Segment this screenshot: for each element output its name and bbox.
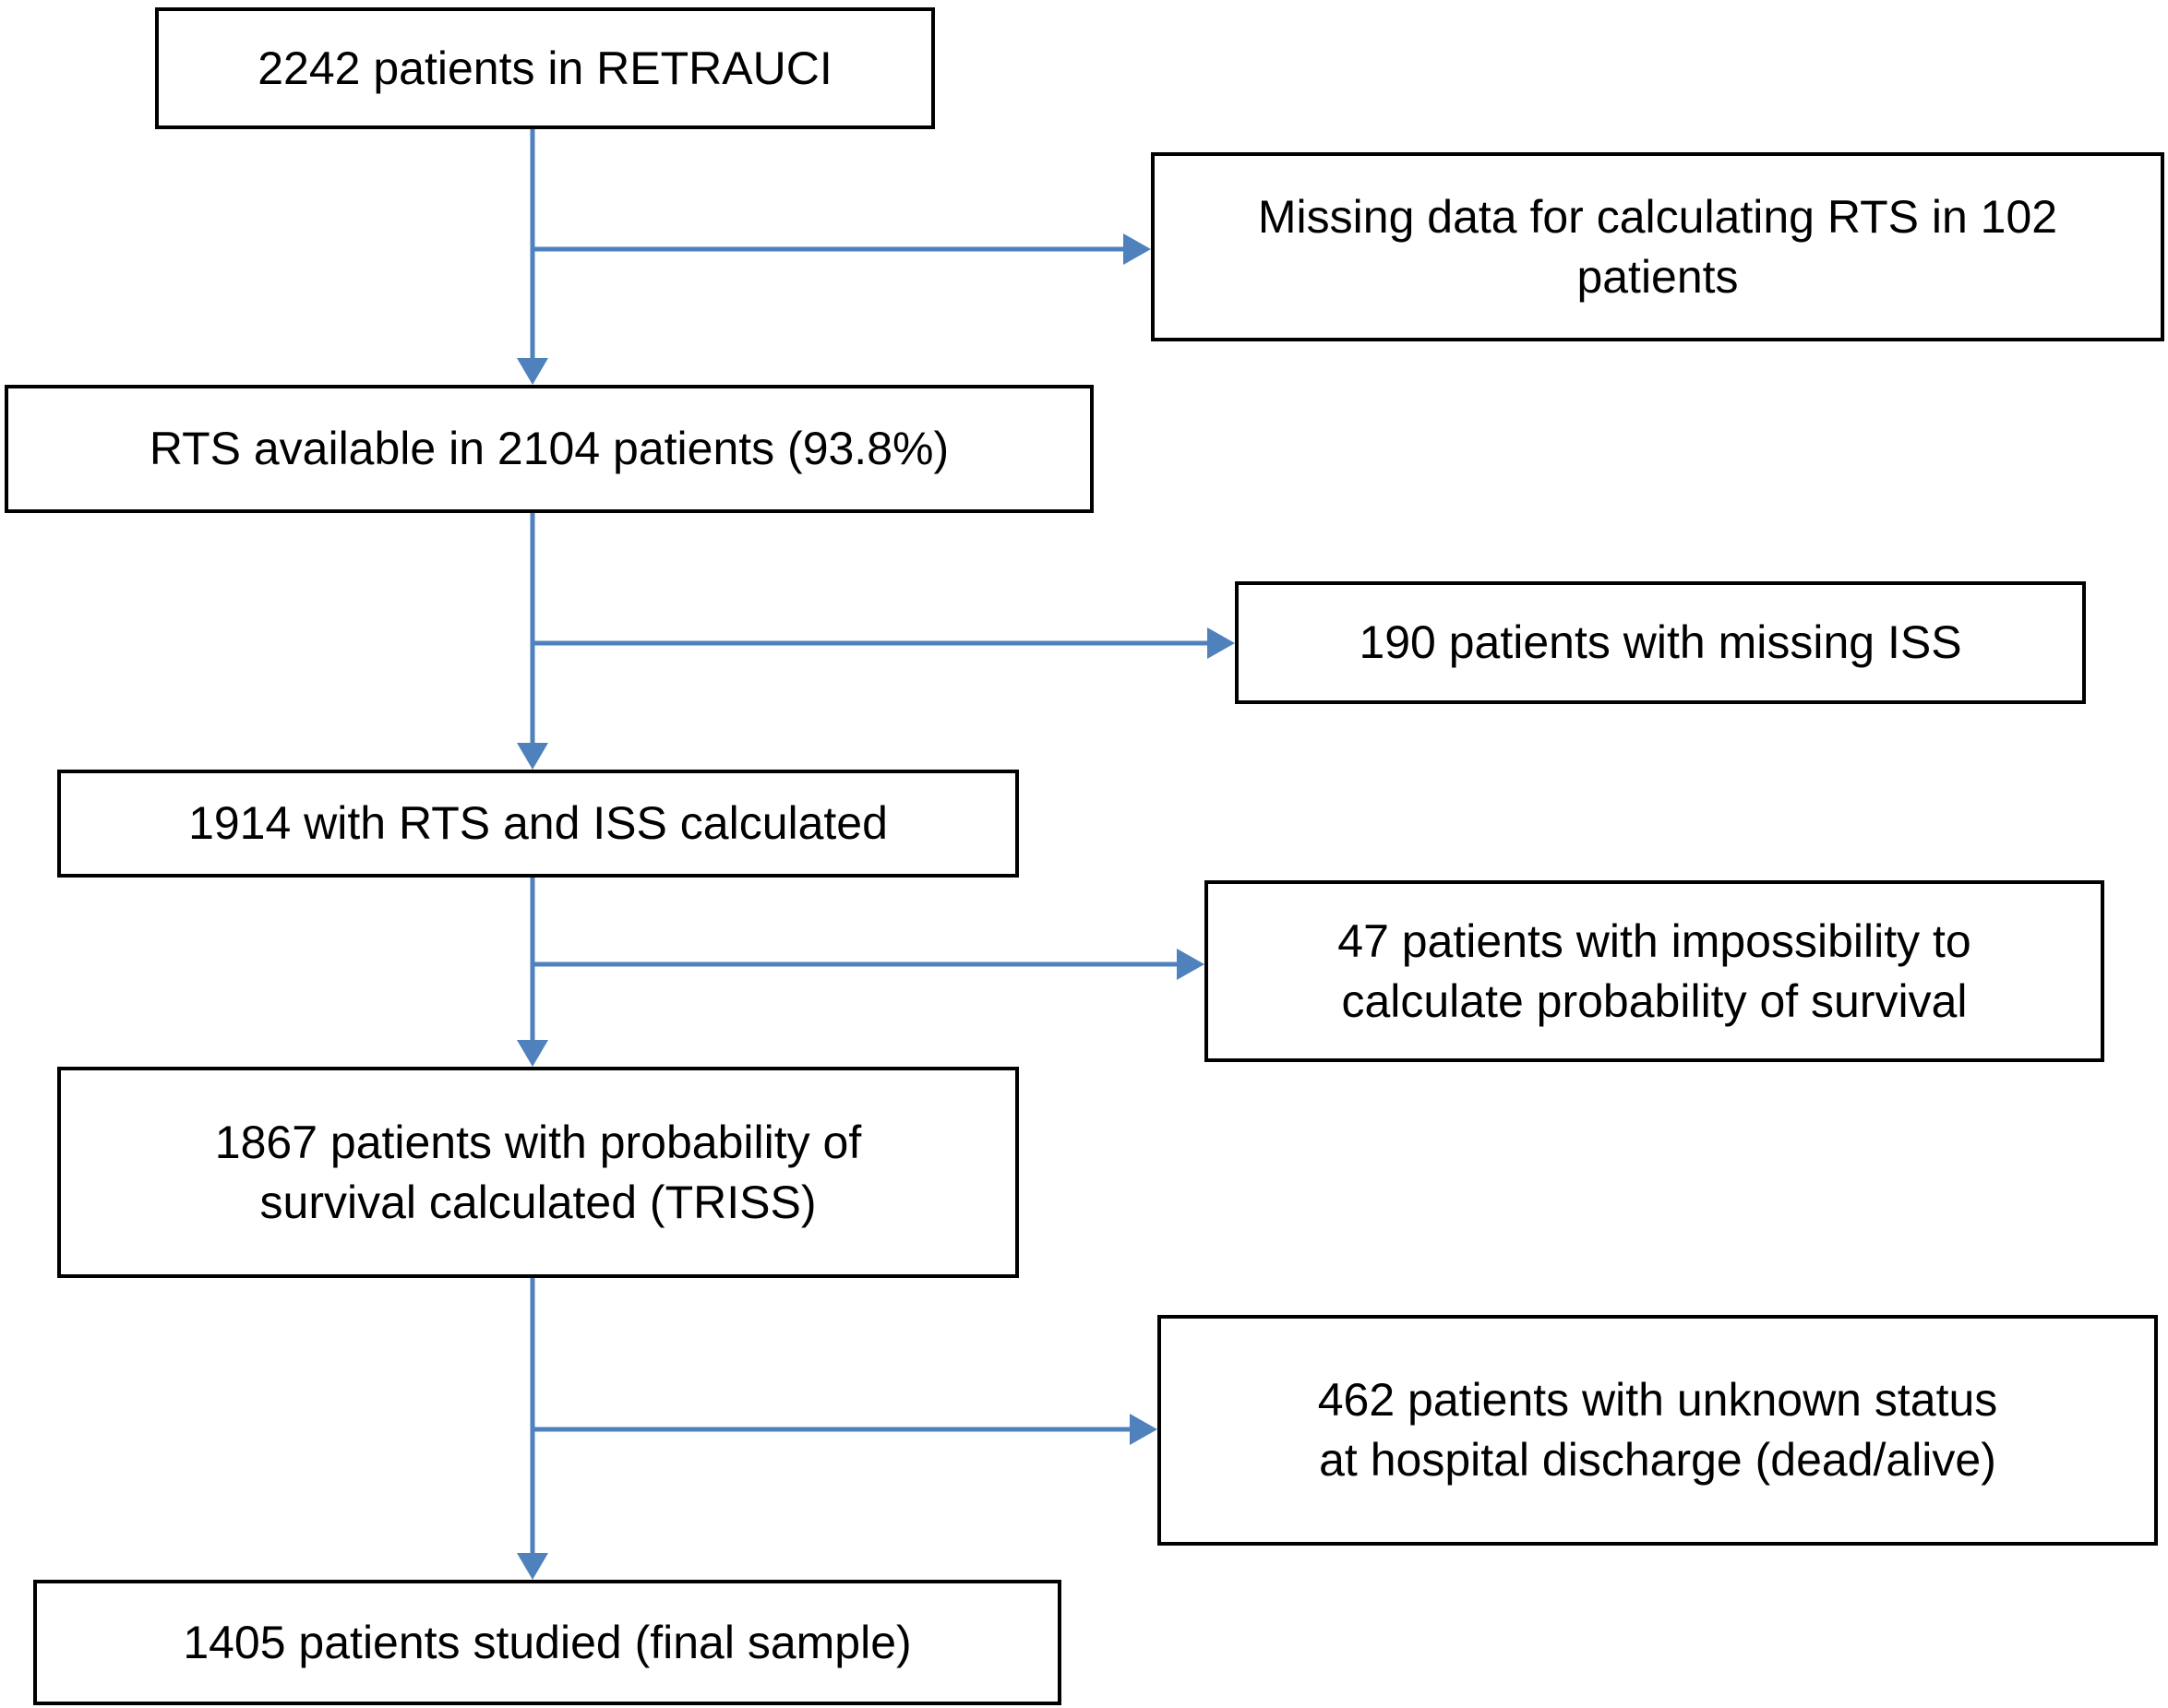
flow-box-triss-calculated: 1867 patients with probability of surviv… xyxy=(57,1067,1019,1278)
exclusion-box-unknown-status: 462 patients with unknown status at hosp… xyxy=(1157,1315,2158,1546)
exclusion-box-missing-rts: Missing data for calculating RTS in 102 … xyxy=(1151,152,2164,341)
exclusion-box-no-survival-probability-line1: 47 patients with impossibility to xyxy=(1337,914,1971,967)
arrow-branch-missing-iss xyxy=(533,627,1235,659)
exclusion-box-missing-rts-line2: patients xyxy=(1576,250,1739,303)
flow-box-total-patients: 2242 patients in RETRAUCI xyxy=(155,7,935,129)
arrow-rts-iss-to-triss xyxy=(517,878,548,1067)
arrow-rts-available-to-rts-iss xyxy=(517,513,548,770)
arrow-branch-unknown-status xyxy=(533,1414,1157,1445)
exclusion-box-no-survival-probability-line2: calculate probability of survival xyxy=(1341,974,1968,1027)
arrow-total-to-rts-available xyxy=(517,129,548,385)
exclusion-box-unknown-status-line2: at hospital discharge (dead/alive) xyxy=(1319,1434,1996,1486)
exclusion-box-missing-iss: 190 patients with missing ISS xyxy=(1235,581,2086,704)
flow-box-rts-available: RTS available in 2104 patients (93.8%) xyxy=(5,385,1094,513)
flow-box-final-sample-text: 1405 patients studied (final sample) xyxy=(183,1616,912,1668)
arrow-branch-missing-rts xyxy=(533,233,1151,265)
flow-box-final-sample: 1405 patients studied (final sample) xyxy=(33,1580,1061,1705)
flow-box-triss-calculated-line2: survival calculated (TRISS) xyxy=(259,1176,817,1228)
exclusion-box-no-survival-probability: 47 patients with impossibility to calcul… xyxy=(1204,880,2104,1062)
flow-box-rts-iss-calculated-text: 1914 with RTS and ISS calculated xyxy=(188,797,888,849)
flow-box-rts-available-text: RTS available in 2104 patients (93.8%) xyxy=(149,423,950,474)
exclusion-box-unknown-status-line1: 462 patients with unknown status xyxy=(1317,1374,1998,1426)
arrow-branch-no-survival-probability xyxy=(533,949,1204,980)
flow-box-total-patients-text: 2242 patients in RETRAUCI xyxy=(258,42,832,94)
flow-box-rts-iss-calculated: 1914 with RTS and ISS calculated xyxy=(57,770,1019,878)
exclusion-box-missing-iss-text: 190 patients with missing ISS xyxy=(1359,616,1962,668)
exclusion-box-missing-rts-line1: Missing data for calculating RTS in 102 xyxy=(1257,190,2058,243)
arrow-triss-to-final-sample xyxy=(517,1278,548,1580)
flow-box-triss-calculated-line1: 1867 patients with probability of xyxy=(214,1116,862,1168)
